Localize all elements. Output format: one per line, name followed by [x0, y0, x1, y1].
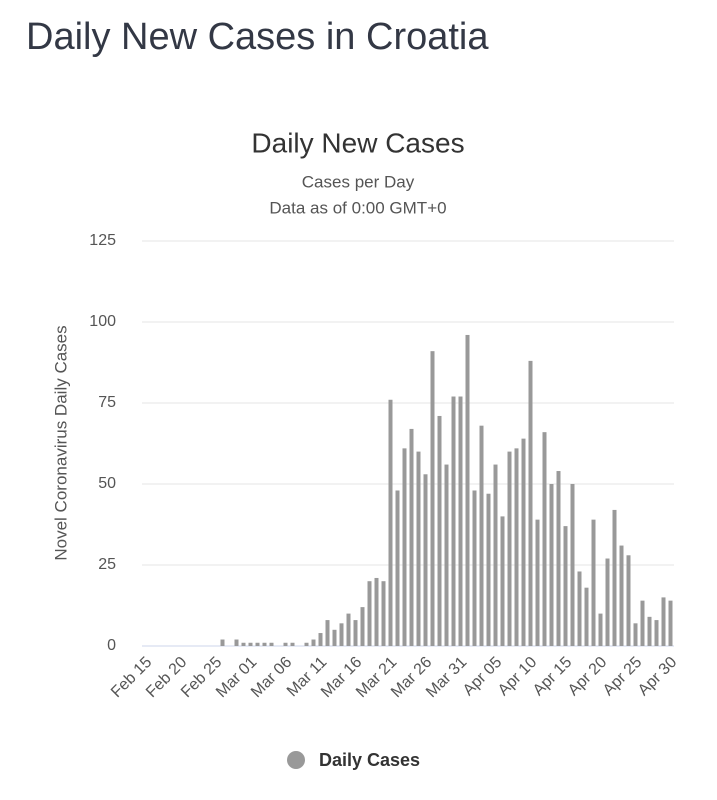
bar: [549, 484, 554, 646]
bar: [563, 526, 568, 646]
bar: [507, 451, 512, 646]
y-tick-label: 25: [98, 556, 116, 573]
bar: [234, 639, 239, 646]
y-axis-title: Novel Coronavirus Daily Cases: [51, 325, 70, 560]
bar: [423, 474, 428, 646]
bar: [640, 600, 645, 646]
bar: [535, 519, 540, 646]
bar: [451, 396, 456, 646]
bar: [367, 581, 372, 646]
bar: [304, 642, 309, 646]
bar: [584, 587, 589, 646]
bar: [325, 620, 330, 646]
bar: [605, 558, 610, 646]
chart-subtitle: Cases per Day: [302, 172, 415, 191]
bar: [269, 642, 274, 646]
x-tick-label: Apr 10: [495, 654, 540, 699]
bar: [612, 509, 617, 646]
bar: [248, 642, 253, 646]
bar: [570, 484, 575, 646]
bar: [458, 396, 463, 646]
bar: [262, 642, 267, 646]
bar: [493, 464, 498, 646]
bar: [332, 629, 337, 646]
bar: [626, 555, 631, 646]
bar: [346, 613, 351, 646]
y-tick-label: 100: [89, 313, 116, 330]
page-title: Daily New Cases in Croatia: [26, 16, 489, 58]
x-tick-label: Apr 05: [460, 654, 505, 699]
bar: [220, 639, 225, 646]
bar: [255, 642, 260, 646]
bar: [598, 613, 603, 646]
bar: [591, 519, 596, 646]
x-tick-label: Apr 15: [530, 654, 575, 699]
y-tick-label: 125: [89, 232, 116, 249]
bar: [521, 438, 526, 646]
bar: [395, 490, 400, 646]
legend-label: Daily Cases: [319, 750, 420, 770]
chart-title: Daily New Cases: [251, 127, 464, 158]
x-tick-label: Apr 30: [635, 654, 680, 699]
bar: [381, 581, 386, 646]
bar: [402, 448, 407, 646]
bar: [353, 620, 358, 646]
bar: [619, 545, 624, 646]
bar: [654, 620, 659, 646]
bar: [542, 432, 547, 646]
bar: [388, 399, 393, 646]
bar: [290, 642, 295, 646]
bar: [430, 351, 435, 646]
bar: [416, 451, 421, 646]
bar: [668, 600, 673, 646]
x-tick-label: Apr 20: [565, 654, 610, 699]
bar: [514, 448, 519, 646]
bar: [409, 428, 414, 646]
bar: [311, 639, 316, 646]
bar: [647, 616, 652, 646]
bar: [374, 577, 379, 646]
y-tick-label: 75: [98, 394, 116, 411]
bar: [339, 623, 344, 646]
bar: [479, 425, 484, 646]
bar: [528, 360, 533, 646]
bar: [465, 334, 470, 646]
bar: [500, 516, 505, 646]
chart-subtitle: Data as of 0:00 GMT+0: [269, 198, 446, 217]
bar: [360, 607, 365, 646]
bar: [437, 415, 442, 646]
bar: [283, 642, 288, 646]
bar: [633, 623, 638, 646]
bar: [661, 597, 666, 646]
bar: [241, 642, 246, 646]
bar: [472, 490, 477, 646]
bar: [556, 471, 561, 646]
y-tick-label: 0: [107, 637, 116, 654]
x-tick-label: Apr 25: [600, 654, 645, 699]
y-tick-label: 50: [98, 475, 116, 492]
bar: [577, 571, 582, 646]
bar: [444, 464, 449, 646]
legend-marker: [287, 751, 305, 769]
bar: [318, 633, 323, 646]
bar: [486, 493, 491, 646]
